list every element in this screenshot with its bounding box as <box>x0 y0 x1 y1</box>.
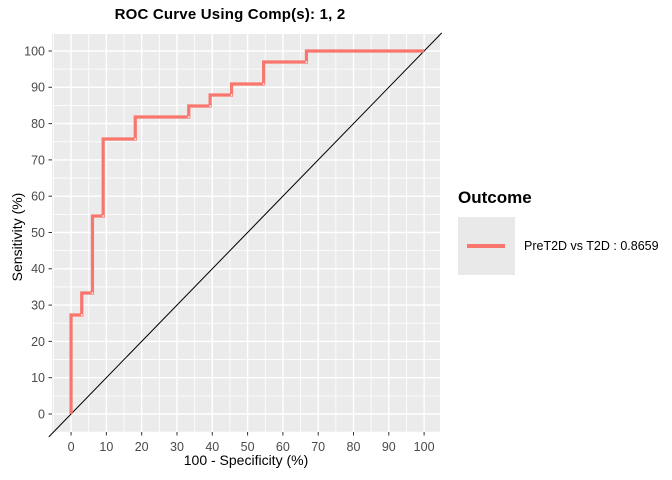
y-tick-label: 90 <box>31 81 45 95</box>
data-point-dot <box>305 61 308 63</box>
data-point-dot <box>91 292 94 294</box>
x-tick-label: 60 <box>276 440 290 454</box>
y-tick-label: 0 <box>38 407 45 421</box>
y-tick-label: 50 <box>31 226 45 240</box>
x-tick-label: 90 <box>382 440 396 454</box>
x-tick-label: 20 <box>135 440 149 454</box>
y-tick-label: 20 <box>31 335 45 349</box>
data-point-dot <box>134 138 137 140</box>
data-point-dot <box>80 314 83 316</box>
data-point-dot <box>262 83 265 85</box>
x-tick-label: 80 <box>347 440 361 454</box>
legend-label: PreT2D vs T2D : 0.8659 <box>524 239 659 253</box>
x-tick-label: 70 <box>311 440 325 454</box>
data-point-dot <box>209 105 212 107</box>
legend-title: Outcome <box>458 188 532 207</box>
x-tick-label: 100 <box>414 440 435 454</box>
data-point-dot <box>102 215 105 217</box>
y-tick-label: 30 <box>31 298 45 312</box>
legend-key <box>458 217 515 275</box>
x-axis-title: 100 - Specificity (%) <box>183 452 309 468</box>
chart-title: ROC Curve Using Comp(s): 1, 2 <box>114 6 346 23</box>
x-tick-label: 40 <box>205 440 219 454</box>
legend: Outcome PreT2D vs T2D : 0.8659 <box>458 188 668 275</box>
y-tick-label: 100 <box>24 44 45 58</box>
data-point-dot <box>187 116 190 118</box>
legend-key-line-icon <box>467 244 505 248</box>
legend-item: PreT2D vs T2D : 0.8659 <box>458 217 668 275</box>
x-tick-label: 0 <box>68 440 75 454</box>
x-tick-label: 30 <box>170 440 184 454</box>
gridlines <box>52 34 440 432</box>
y-tick-label: 70 <box>31 153 45 167</box>
y-tick-label: 80 <box>31 117 45 131</box>
x-tick-label: 50 <box>241 440 255 454</box>
y-tick-label: 40 <box>31 262 45 276</box>
y-axis-title: Sensitivity (%) <box>9 192 25 282</box>
diagonal-reference-line <box>48 32 443 438</box>
x-tick-label: 10 <box>99 440 113 454</box>
data-point-dot <box>230 94 233 96</box>
y-tick-label: 60 <box>31 190 45 204</box>
y-tick-label: 10 <box>31 371 45 385</box>
